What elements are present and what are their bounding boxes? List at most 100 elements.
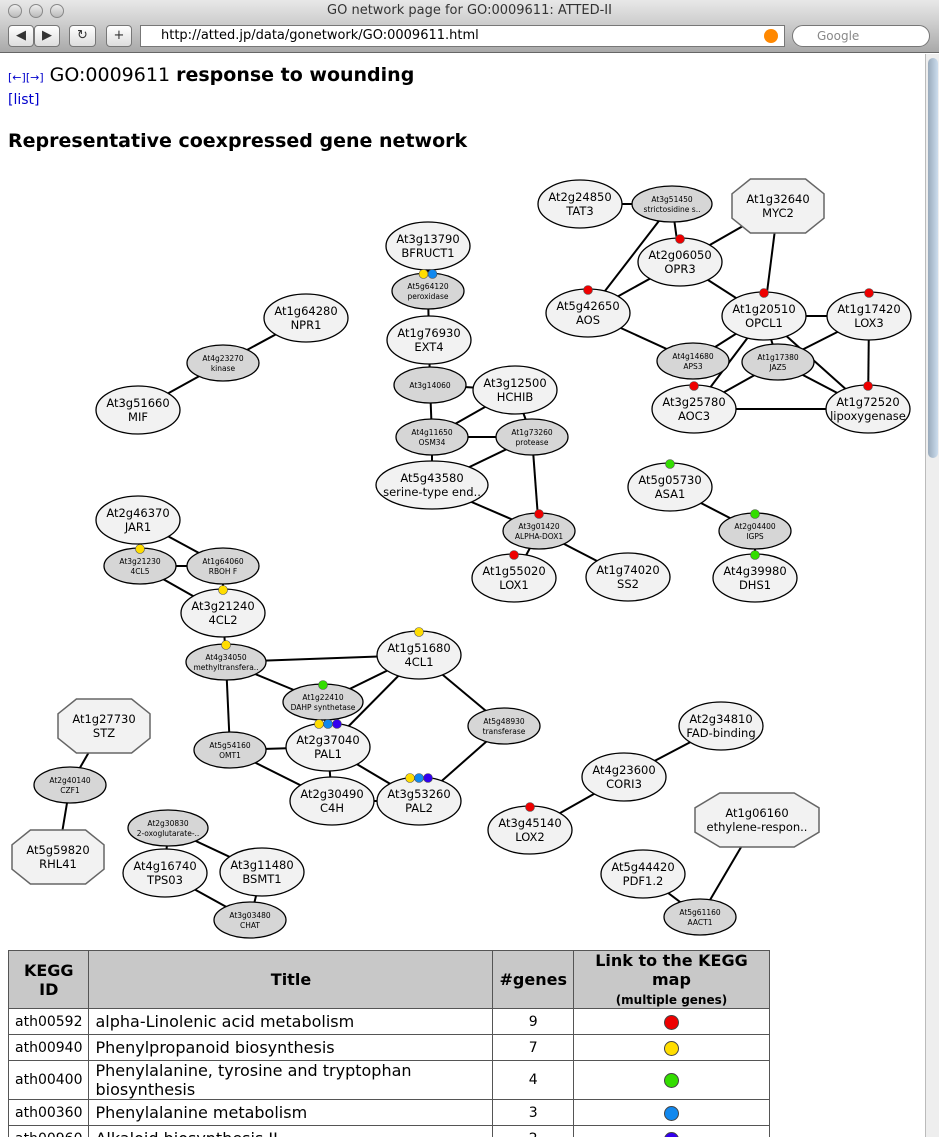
pathway-title: alpha-Linolenic acid metabolism: [88, 1008, 494, 1035]
kegg-id[interactable]: ath00592: [7, 1008, 90, 1035]
gene-label: ALPHA-DOX1: [515, 532, 563, 541]
forward-button[interactable]: ▶: [34, 25, 60, 47]
kegg-map-link[interactable]: [572, 1034, 770, 1061]
kegg-id[interactable]: ath00960: [7, 1125, 90, 1137]
node-shape: [581, 752, 667, 802]
next-link[interactable]: [→]: [25, 71, 44, 84]
yellow-pathway-dot: [314, 719, 324, 729]
minimize-window-button[interactable]: [29, 4, 43, 18]
node-shape: [263, 293, 349, 343]
search-field[interactable]: Google: [792, 25, 930, 47]
vertical-scrollbar[interactable]: [925, 54, 939, 1137]
kegg-color-marker[interactable]: [663, 1073, 679, 1088]
kegg-color-marker[interactable]: [663, 1014, 679, 1030]
gene-label: 2-oxoglutarate-..: [137, 829, 200, 838]
gene-id: At2g37040: [296, 733, 359, 747]
kegg-color-marker[interactable]: [663, 1040, 679, 1056]
gene-id: At4g14680: [672, 352, 714, 361]
gene-label: BSMT1: [242, 872, 281, 886]
kegg-color-marker[interactable]: [663, 1131, 679, 1137]
prev-link[interactable]: [←]: [8, 71, 26, 84]
kegg-id[interactable]: ath00400: [7, 1060, 90, 1100]
gene-node[interactable]: At3g14060: [393, 366, 467, 404]
reload-button[interactable]: ↻: [69, 25, 96, 47]
yellow-pathway-dot: [135, 544, 145, 554]
back-button[interactable]: ◀: [8, 25, 34, 47]
scrollbar-thumb[interactable]: [928, 58, 938, 458]
kegg-map-link[interactable]: [572, 1008, 770, 1035]
kegg-map-link[interactable]: [572, 1125, 770, 1137]
header-title: Title: [88, 950, 494, 1009]
kegg-id[interactable]: ath00940: [7, 1034, 90, 1061]
add-bookmark-button[interactable]: +: [106, 25, 132, 47]
kegg-map-link[interactable]: [572, 1060, 770, 1100]
gene-label: lipoxygenase: [830, 409, 906, 423]
zoom-window-button[interactable]: [50, 4, 64, 18]
gene-id: At3g12500: [483, 376, 546, 390]
kegg-id[interactable]: ath00360: [7, 1099, 90, 1126]
list-link[interactable]: [list]: [8, 92, 40, 108]
rss-icon[interactable]: [764, 29, 778, 43]
node-shape: [741, 343, 815, 381]
gene-label: serine-type end..: [383, 485, 481, 499]
pathway-title: Alkaloid biosynthesis II: [88, 1125, 494, 1137]
address-bar[interactable]: http://atted.jp/data/gonetwork/GO:000961…: [140, 25, 785, 47]
kegg-color-marker[interactable]: [663, 1105, 679, 1121]
kegg-map-link[interactable]: [572, 1099, 770, 1126]
close-window-button[interactable]: [8, 4, 22, 18]
